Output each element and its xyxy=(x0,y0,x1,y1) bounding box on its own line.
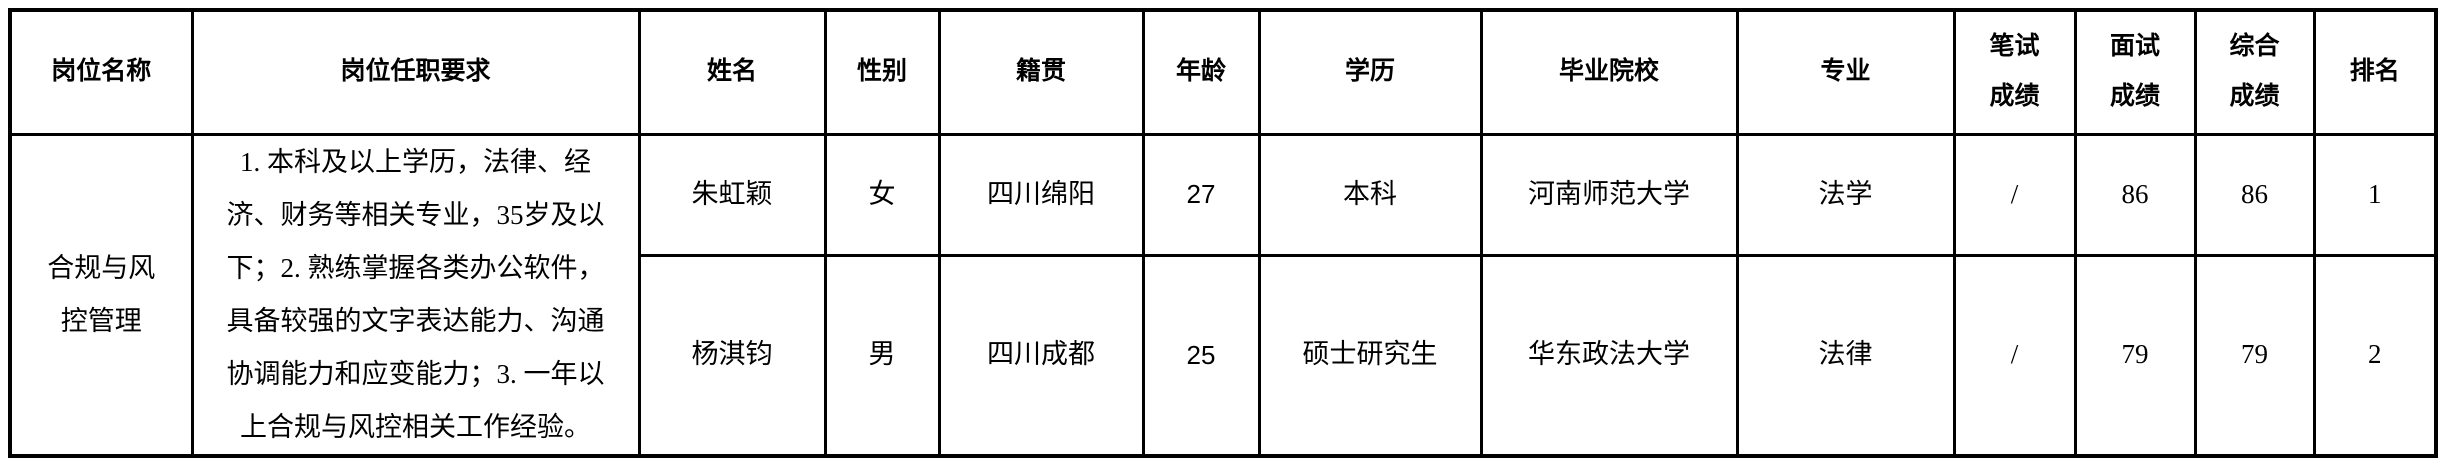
candidate-school-cell: 河南师范大学 xyxy=(1479,132,1739,257)
requirement-line: 上合规与风控相关工作经验。 xyxy=(240,411,591,442)
requirement-line: 下；2. 熟练掌握各类办公软件， xyxy=(226,252,605,283)
header-school: 毕业院校 xyxy=(1479,8,1739,136)
candidate-major-cell: 法学 xyxy=(1735,132,1956,257)
candidate-rank-cell: 2 xyxy=(2312,253,2438,458)
header-interview-score: 面试 成绩 xyxy=(2073,8,2197,136)
candidate-gender-cell: 女 xyxy=(823,132,941,257)
recruitment-results-table: 岗位名称 岗位任职要求 姓名 性别 籍贯 年龄 学历 毕业院校 专业 笔试 成绩… xyxy=(8,8,2438,458)
header-education: 学历 xyxy=(1257,8,1483,136)
candidate-overall-score-cell: 86 xyxy=(2193,132,2316,257)
header-rank: 排名 xyxy=(2312,8,2438,136)
header-written-score: 笔试 成绩 xyxy=(1952,8,2077,136)
requirement-line: 具备较强的文字表达能力、沟通 xyxy=(226,305,605,336)
table-row: 杨淇钧 男 四川成都 25 硕士研究生 华东政法大学 法律 / 79 79 2 xyxy=(10,253,2438,458)
requirement-line: 协调能力和应变能力；3. 一年以 xyxy=(226,358,605,389)
candidate-name-cell: 杨淇钧 xyxy=(637,253,827,458)
header-name: 姓名 xyxy=(637,8,827,136)
position-name-cell: 合规与风 控管理 xyxy=(8,132,194,457)
candidate-age-cell: 27 xyxy=(1141,132,1261,257)
candidate-overall-score-cell: 79 xyxy=(2193,253,2316,458)
candidate-interview-score-cell: 86 xyxy=(2073,132,2197,257)
candidate-written-score-cell: / xyxy=(1952,132,2077,257)
candidate-gender-cell: 男 xyxy=(823,253,941,458)
candidate-hometown-cell: 四川成都 xyxy=(937,253,1145,458)
requirement-line: 济、财务等相关专业，35岁及以 xyxy=(226,199,605,230)
candidate-school-cell: 华东政法大学 xyxy=(1479,253,1739,458)
header-gender: 性别 xyxy=(823,8,941,136)
candidate-interview-score-cell: 79 xyxy=(2073,253,2197,458)
candidate-education-cell: 本科 xyxy=(1257,132,1483,257)
header-position: 岗位名称 xyxy=(8,8,194,136)
header-hometown: 籍贯 xyxy=(937,8,1145,136)
header-major: 专业 xyxy=(1735,8,1956,136)
table-header-row: 岗位名称 岗位任职要求 姓名 性别 籍贯 年龄 学历 毕业院校 专业 笔试 成绩… xyxy=(8,8,2438,136)
candidate-education-cell: 硕士研究生 xyxy=(1257,253,1483,458)
candidate-rank-cell: 1 xyxy=(2312,132,2438,257)
candidate-written-score-cell: / xyxy=(1952,253,2077,458)
requirement-line: 1. 本科及以上学历，法律、经 xyxy=(240,146,591,177)
candidate-name-cell: 朱虹颖 xyxy=(637,132,827,257)
position-requirements-cell: 1. 本科及以上学历，法律、经 济、财务等相关专业，35岁及以 下；2. 熟练掌… xyxy=(190,132,641,457)
header-requirements: 岗位任职要求 xyxy=(190,8,641,136)
header-age: 年龄 xyxy=(1141,8,1261,136)
header-overall-score: 综合 成绩 xyxy=(2193,8,2316,136)
candidate-major-cell: 法律 xyxy=(1735,253,1956,458)
table-row: 合规与风 控管理 1. 本科及以上学历，法律、经 济、财务等相关专业，35岁及以… xyxy=(8,132,2438,457)
candidate-age-cell: 25 xyxy=(1141,253,1261,458)
candidate-hometown-cell: 四川绵阳 xyxy=(937,132,1145,257)
